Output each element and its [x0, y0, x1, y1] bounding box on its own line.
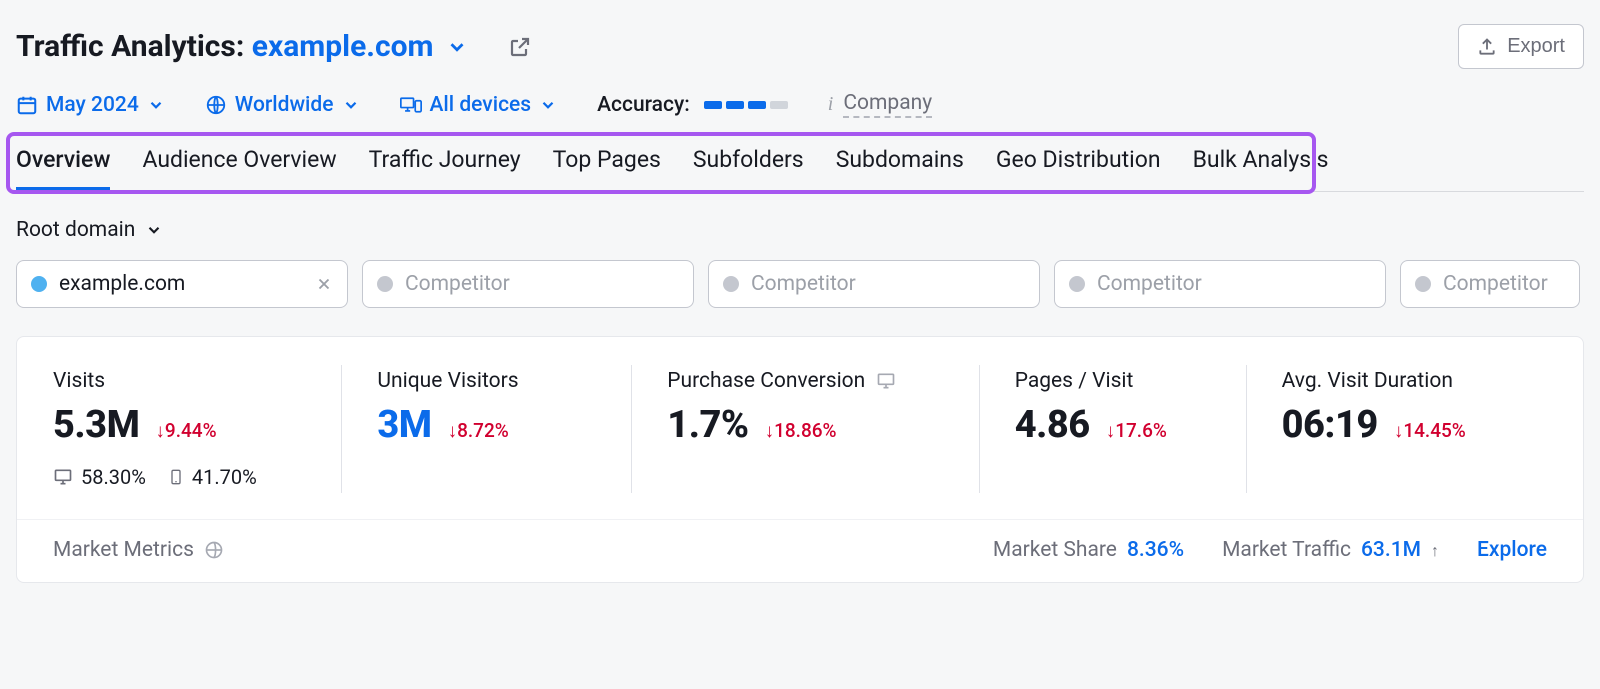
metric-pages-per-visit: Pages / Visit 4.86 ↓17.6%: [979, 369, 1246, 489]
competitor-input[interactable]: Competitor: [708, 260, 1040, 308]
tabs: Overview Audience Overview Traffic Journ…: [16, 146, 1584, 192]
devices-label: All devices: [430, 93, 532, 117]
metric-label: Purchase Conversion: [667, 369, 865, 393]
chevron-down-icon: [147, 96, 165, 114]
tab-traffic-journey[interactable]: Traffic Journey: [369, 146, 521, 191]
tab-bulk-analysis[interactable]: Bulk Analysis: [1193, 146, 1329, 191]
tab-audience-overview[interactable]: Audience Overview: [142, 146, 336, 191]
metric-delta: ↓8.72%: [448, 419, 509, 443]
title-prefix: Traffic Analytics:: [16, 29, 252, 64]
accuracy-label: Accuracy:: [597, 93, 690, 117]
globe-icon: [204, 540, 224, 560]
competitor-pill-primary[interactable]: example.com: [16, 260, 348, 308]
tab-top-pages[interactable]: Top Pages: [553, 146, 661, 191]
metric-label: Visits: [53, 369, 317, 393]
competitor-input[interactable]: Competitor: [1400, 260, 1580, 308]
metric-value: 3M: [377, 403, 431, 447]
metric-delta: ↓14.45%: [1394, 419, 1466, 443]
mobile-share: 41.70%: [168, 465, 257, 489]
metric-label: Avg. Visit Duration: [1282, 369, 1523, 393]
competitor-placeholder: Competitor: [405, 272, 679, 296]
metric-label: Unique Visitors: [377, 369, 607, 393]
accuracy-bars: [704, 101, 788, 109]
export-label: Export: [1507, 35, 1565, 58]
chevron-down-icon: [342, 96, 360, 114]
explore-link[interactable]: Explore: [1477, 538, 1547, 562]
market-share-value: 8.36%: [1127, 538, 1184, 562]
color-dot-icon: [723, 276, 739, 292]
arrow-up-icon: ↑: [1431, 541, 1439, 561]
export-button[interactable]: Export: [1458, 24, 1584, 69]
desktop-share: 58.30%: [53, 465, 146, 489]
export-icon: [1477, 37, 1497, 57]
metric-value: 4.86: [1015, 403, 1090, 447]
metric-label: Pages / Visit: [1015, 369, 1222, 393]
date-label: May 2024: [46, 93, 139, 117]
market-traffic: Market Traffic 63.1M ↑: [1222, 538, 1439, 562]
metric-visits: Visits 5.3M ↓9.44% 58.30% 41.70%: [53, 369, 341, 489]
calendar-icon: [16, 94, 38, 116]
tab-subdomains[interactable]: Subdomains: [836, 146, 964, 191]
title-domain[interactable]: example.com: [252, 29, 434, 64]
chevron-down-icon: [145, 221, 163, 239]
competitor-input[interactable]: Competitor: [362, 260, 694, 308]
info-icon: i: [828, 93, 834, 116]
accuracy-indicator: Accuracy:: [597, 93, 788, 117]
metric-purchase-conversion: Purchase Conversion 1.7% ↓18.86%: [631, 369, 978, 489]
competitor-placeholder: Competitor: [751, 272, 1025, 296]
metric-value: 5.3M: [53, 403, 139, 447]
page-title-group: Traffic Analytics: example.com: [16, 29, 532, 64]
metrics-card: Visits 5.3M ↓9.44% 58.30% 41.70%: [16, 336, 1584, 583]
competitor-placeholder: Competitor: [1443, 272, 1565, 296]
chevron-down-icon: [539, 96, 557, 114]
metric-value: 06:19: [1282, 403, 1378, 447]
globe-icon: [205, 94, 227, 116]
clear-icon[interactable]: [315, 275, 333, 293]
metric-avg-duration: Avg. Visit Duration 06:19 ↓14.45%: [1246, 369, 1547, 489]
desktop-icon: [875, 371, 897, 391]
market-share: Market Share 8.36%: [993, 538, 1184, 562]
metric-delta: ↓9.44%: [155, 419, 216, 443]
domain-chevron-icon[interactable]: [446, 36, 468, 58]
desktop-icon: [53, 467, 73, 487]
market-metrics-label: Market Metrics: [53, 538, 224, 562]
location-label: Worldwide: [235, 93, 334, 117]
color-dot-icon: [1069, 276, 1085, 292]
root-domain-dropdown[interactable]: Root domain: [16, 218, 163, 242]
metric-value: 1.7%: [667, 403, 748, 447]
page-title: Traffic Analytics: example.com: [16, 29, 434, 64]
root-domain-label: Root domain: [16, 218, 135, 242]
location-filter[interactable]: Worldwide: [205, 93, 360, 117]
company-label: Company: [843, 91, 932, 118]
color-dot-icon: [377, 276, 393, 292]
tab-subfolders[interactable]: Subfolders: [693, 146, 804, 191]
metric-delta: ↓17.6%: [1106, 419, 1167, 443]
external-link-icon[interactable]: [508, 35, 532, 59]
color-dot-icon: [1415, 276, 1431, 292]
company-link[interactable]: i Company: [828, 91, 932, 118]
color-dot-icon: [31, 276, 47, 292]
date-filter[interactable]: May 2024: [16, 93, 165, 117]
competitor-input[interactable]: Competitor: [1054, 260, 1386, 308]
devices-icon: [400, 94, 422, 116]
metric-unique-visitors: Unique Visitors 3M ↓8.72%: [341, 369, 631, 489]
devices-filter[interactable]: All devices: [400, 93, 558, 117]
competitor-row: example.com Competitor Competitor Compet…: [16, 260, 1584, 308]
metric-delta: ↓18.86%: [765, 419, 837, 443]
mobile-icon: [168, 467, 184, 487]
market-traffic-value: 63.1M: [1361, 538, 1421, 562]
competitor-primary-value: example.com: [59, 272, 303, 296]
tab-overview[interactable]: Overview: [16, 146, 110, 191]
tab-geo-distribution[interactable]: Geo Distribution: [996, 146, 1161, 191]
competitor-placeholder: Competitor: [1097, 272, 1371, 296]
